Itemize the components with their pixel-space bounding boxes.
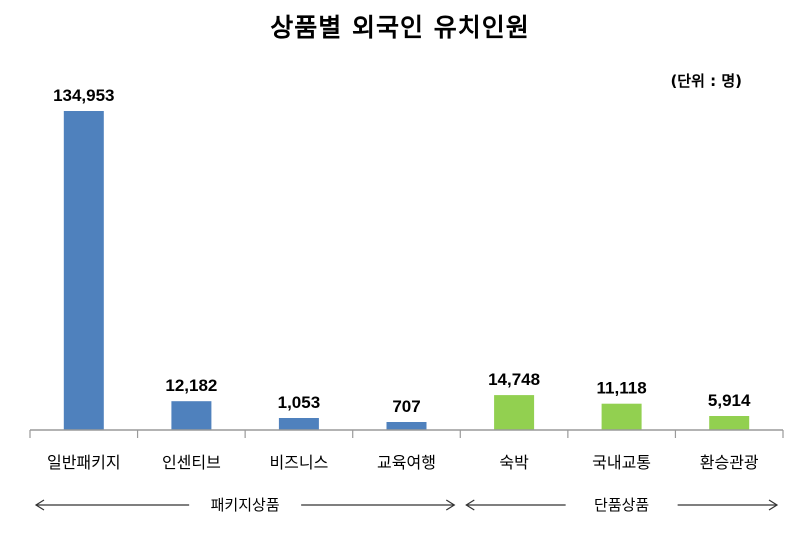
arrow-left-icon (34, 499, 45, 511)
bar-5 (601, 403, 642, 430)
bar-3 (386, 422, 427, 430)
category-label-1: 인센티브 (162, 453, 221, 472)
bar-2 (278, 418, 319, 430)
value-label-4: 14,748 (488, 370, 540, 389)
category-label-3: 교육여행 (377, 453, 436, 472)
category-label-6: 환승관광 (700, 453, 759, 472)
arrow-left-icon (465, 499, 475, 511)
arrow-right-icon (445, 499, 456, 511)
value-label-1: 12,182 (165, 376, 217, 395)
bar-4 (494, 395, 535, 430)
value-label-5: 11,118 (597, 379, 647, 398)
value-label-0: 134,953 (53, 86, 114, 105)
value-label-6: 5,914 (708, 391, 751, 410)
bar-6 (709, 416, 750, 430)
value-label-3: 707 (392, 397, 420, 416)
category-label-5: 국내교통 (592, 453, 651, 472)
group-label-0: 패키지상품 (211, 496, 280, 514)
category-label-0: 일반패키지 (47, 453, 121, 472)
category-label-4: 숙박 (499, 453, 529, 472)
group-label-1: 단품상품 (594, 496, 649, 514)
bar-0 (63, 111, 104, 430)
chart-title: 상품별 외국인 유치인원 (270, 13, 530, 42)
unit-label: (단위 : 명) (670, 72, 742, 90)
value-label-2: 1,053 (278, 393, 321, 412)
category-label-2: 비즈니스 (269, 453, 328, 472)
arrow-right-icon (768, 499, 779, 511)
bar-1 (171, 401, 212, 430)
